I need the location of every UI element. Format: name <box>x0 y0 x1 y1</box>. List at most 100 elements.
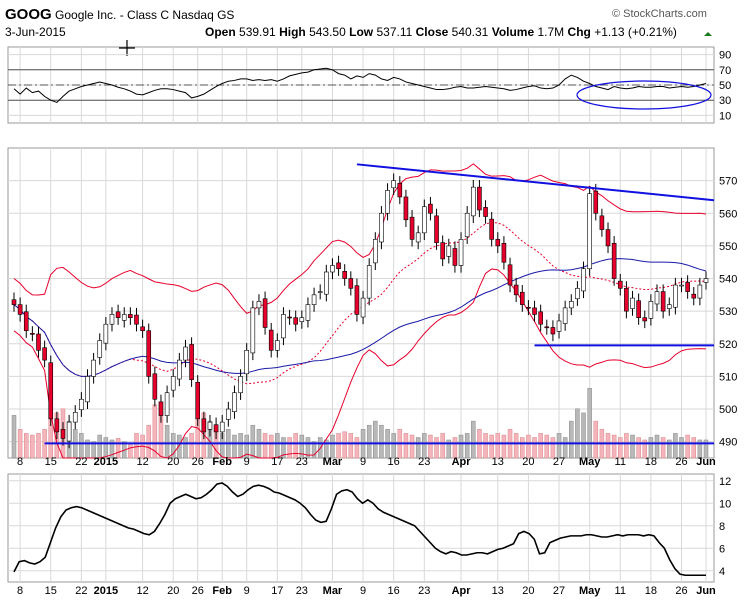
x-tick-label: 9 <box>244 585 250 597</box>
volume-bar <box>587 388 592 459</box>
candle-body <box>636 300 641 318</box>
candle-body <box>317 291 323 293</box>
highlight-ellipse <box>576 80 712 110</box>
volume-bar <box>109 439 115 459</box>
candle-body <box>219 421 225 433</box>
volume-bar <box>489 434 494 459</box>
volume-bar <box>532 437 537 459</box>
candle-body <box>624 288 629 312</box>
volume-bar <box>593 420 599 459</box>
volume-bar <box>464 433 470 459</box>
price-y-tick-label: 520 <box>719 339 737 351</box>
volume-bar <box>275 433 280 459</box>
candle-body <box>36 333 41 351</box>
candle-body <box>152 373 158 400</box>
candle-body <box>489 218 494 240</box>
candle-body <box>360 297 366 318</box>
volume-bar <box>648 437 654 459</box>
up-arrow-icon <box>704 32 712 36</box>
candle-body <box>593 190 599 214</box>
price-y-tick-label: 560 <box>719 208 737 220</box>
candle-body <box>311 294 317 305</box>
ohlc-readout: Open 539.91 High 543.50 Low 537.11 Close… <box>205 25 677 39</box>
candle-body <box>342 271 347 279</box>
x-tick-label: 9 <box>360 585 366 597</box>
open-label: Open <box>205 25 236 39</box>
volume-bar <box>703 439 709 459</box>
volume-bar <box>618 437 623 459</box>
volume-bar <box>177 434 182 459</box>
volume-bar <box>336 433 341 459</box>
candle-body <box>97 340 103 358</box>
x-tick-label: Mar <box>323 585 343 597</box>
change-label: Chg <box>567 25 591 39</box>
candle-body <box>183 346 188 361</box>
x-tick-label: 26 <box>192 585 204 597</box>
volume-bar <box>238 433 243 459</box>
volume-bar <box>287 437 292 459</box>
volume-bar <box>128 442 133 459</box>
x-tick-label: 11 <box>615 585 626 597</box>
price-y-tick-label: 540 <box>719 274 737 286</box>
candle-body <box>134 314 139 325</box>
x-tick-label: Feb <box>212 585 232 597</box>
volume-bar <box>311 441 317 459</box>
x-tick-label: 20 <box>167 585 179 597</box>
candle-body <box>691 293 697 299</box>
candle-body <box>60 428 66 439</box>
candle-body <box>189 344 194 380</box>
quote-date: 3-Jun-2015 <box>5 25 66 39</box>
x-tick-label: 22 <box>75 585 87 597</box>
x-tick-label: 23 <box>418 456 430 468</box>
x-tick-label: 16 <box>388 456 400 468</box>
volume-bar <box>23 433 29 459</box>
volume-bar <box>550 437 556 459</box>
candle-body <box>440 242 445 260</box>
candle-body <box>293 317 298 325</box>
company-name: Google Inc. - Class C <box>55 8 170 22</box>
candle-body <box>648 301 654 319</box>
volume-value: 1.7M <box>537 25 565 39</box>
x-tick-label: 17 <box>271 456 283 468</box>
volume-layer <box>11 388 709 459</box>
x-tick-label: 22 <box>75 456 87 468</box>
x-tick-label: 20 <box>522 456 534 468</box>
candle-body <box>30 333 35 335</box>
candle-body <box>158 401 164 416</box>
volume-bar <box>36 433 41 459</box>
volume-bar <box>520 437 525 459</box>
volume-bar <box>685 434 690 459</box>
candle-body <box>654 291 660 305</box>
candle-body <box>556 320 562 332</box>
candle-body <box>532 307 537 315</box>
lower-panel-frame <box>7 473 715 583</box>
volume-bar <box>373 420 378 459</box>
candle-body <box>568 301 574 309</box>
candle-body <box>562 307 568 324</box>
volume-bar <box>97 434 102 459</box>
x-tick-label: 23 <box>418 585 430 597</box>
volume-bar <box>403 433 409 459</box>
candle-body <box>391 180 396 189</box>
x-tick-label: 23 <box>296 456 308 468</box>
candle-body <box>373 239 378 264</box>
volume-bar <box>495 433 501 459</box>
candle-body <box>72 412 78 423</box>
volume-bar <box>293 433 298 459</box>
candle-body <box>54 418 60 433</box>
candle-body <box>17 304 23 315</box>
candle-body <box>195 381 201 420</box>
volume-bar <box>391 433 396 459</box>
close-label: Close <box>415 25 449 39</box>
candle-body <box>330 265 335 273</box>
volume-bar <box>605 433 611 459</box>
x-tick-label: 13 <box>492 585 504 597</box>
candle-body <box>617 280 623 289</box>
indicator-y-tick-label: 90 <box>719 50 731 62</box>
volume-bar <box>581 412 586 459</box>
candle-body <box>501 242 507 263</box>
x-tick-label: 9 <box>244 456 250 468</box>
volume-bar <box>79 433 84 459</box>
x-tick-label: Jun <box>696 585 716 597</box>
